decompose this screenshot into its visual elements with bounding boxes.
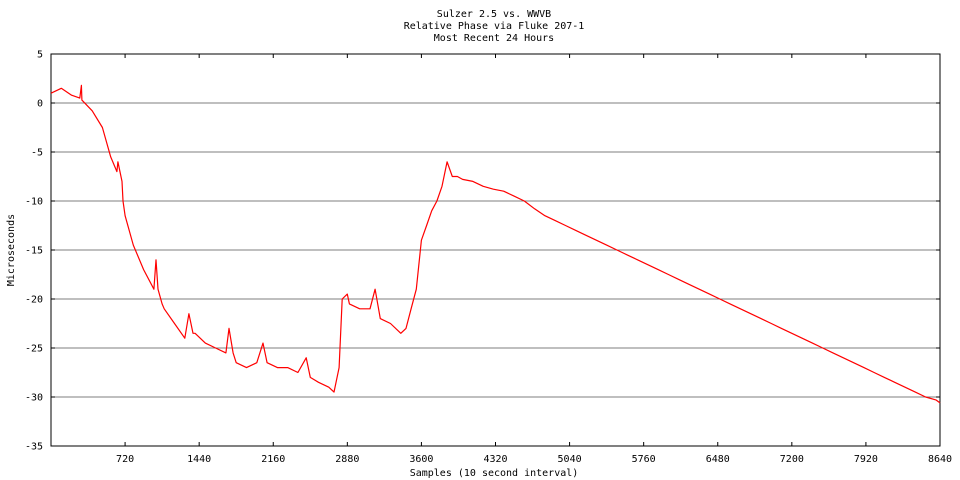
y-axis-label: Microseconds [6, 214, 17, 286]
y-tick-label: -30 [25, 393, 43, 404]
x-tick-label: 8640 [928, 454, 952, 465]
chart-title-line-1: Sulzer 2.5 vs. WWVB [437, 9, 551, 20]
series-layer [50, 84, 941, 404]
x-tick-label: 1440 [187, 454, 211, 465]
x-tick-label: 7200 [780, 454, 804, 465]
x-axis-label: Samples (10 second interval) [410, 468, 579, 479]
gridlines [51, 102, 940, 398]
y-tick-label: 5 [37, 50, 43, 61]
y-tick-label: -35 [25, 442, 43, 453]
chart-title-line-3: Most Recent 24 Hours [434, 33, 554, 44]
x-tick-label: 5760 [632, 454, 656, 465]
x-tick-label: 4320 [483, 454, 507, 465]
x-tick-label: 6480 [706, 454, 730, 465]
x-tick-label: 2880 [335, 454, 359, 465]
x-tick-label: 720 [116, 454, 134, 465]
x-tick-label: 2160 [261, 454, 285, 465]
y-tick-label: -15 [25, 246, 43, 257]
y-tick-label: -25 [25, 344, 43, 355]
x-tick-label: 3600 [409, 454, 433, 465]
x-tick-label: 5040 [558, 454, 582, 465]
chart-title-line-2: Relative Phase via Fluke 207-1 [404, 21, 585, 32]
y-tick-label: -5 [31, 148, 43, 159]
y-tick-label: 0 [37, 99, 43, 110]
x-tick-label: 7920 [854, 454, 878, 465]
y-tick-label: -20 [25, 295, 43, 306]
axis-ticks: 5 0 -5 -10 -15 -20 -25 -30 -35 720 1440 2160 2880 360… [25, 50, 952, 466]
y-tick-label: -10 [25, 197, 43, 208]
series-line-0 [50, 84, 941, 404]
